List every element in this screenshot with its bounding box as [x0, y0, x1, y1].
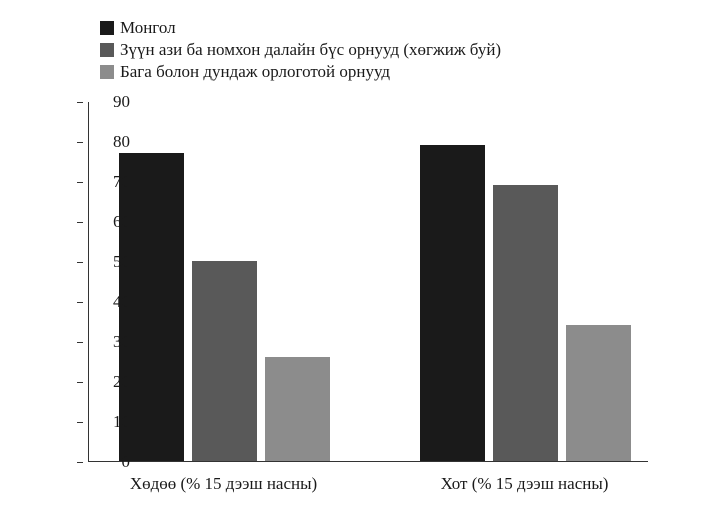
- y-tick-label: 80: [113, 132, 130, 152]
- legend-label: Зүүн ази ба номхон далайн бүс орнууд (хө…: [120, 40, 501, 60]
- y-tick: [77, 182, 83, 183]
- y-tick: [77, 342, 83, 343]
- y-tick: [77, 222, 83, 223]
- bar: [493, 185, 558, 461]
- y-tick-label: 30: [113, 332, 130, 352]
- legend-label: Монгол: [120, 18, 176, 38]
- y-tick-label: 90: [113, 92, 130, 112]
- y-tick: [77, 262, 83, 263]
- y-tick-label: 20: [113, 372, 130, 392]
- legend-swatch: [100, 43, 114, 57]
- legend-swatch: [100, 65, 114, 79]
- bar: [420, 145, 485, 461]
- y-tick-label: 0: [122, 452, 131, 472]
- plot-area: [88, 102, 648, 462]
- y-tick: [77, 462, 83, 463]
- y-tick: [77, 382, 83, 383]
- y-tick: [77, 142, 83, 143]
- legend: Монгол Зүүн ази ба номхон далайн бүс орн…: [100, 18, 501, 84]
- y-tick-label: 60: [113, 212, 130, 232]
- y-tick-label: 50: [113, 252, 130, 272]
- x-category-label: Хот (% 15 дээш насны): [441, 474, 609, 494]
- bar: [265, 357, 330, 461]
- legend-swatch: [100, 21, 114, 35]
- y-tick: [77, 422, 83, 423]
- y-tick-label: 40: [113, 292, 130, 312]
- x-category-label: Хөдөө (% 15 дээш насны): [130, 474, 317, 494]
- bar: [192, 261, 257, 461]
- bar-chart: Монгол Зүүн ази ба номхон далайн бүс орн…: [0, 0, 706, 519]
- bar: [566, 325, 631, 461]
- y-tick: [77, 102, 83, 103]
- y-tick-label: 10: [113, 412, 130, 432]
- legend-item: Монгол: [100, 18, 501, 38]
- legend-item: Зүүн ази ба номхон далайн бүс орнууд (хө…: [100, 40, 501, 60]
- y-tick-label: 70: [113, 172, 130, 192]
- legend-item: Бага болон дундаж орлоготой орнууд: [100, 62, 501, 82]
- y-tick: [77, 302, 83, 303]
- legend-label: Бага болон дундаж орлоготой орнууд: [120, 62, 390, 82]
